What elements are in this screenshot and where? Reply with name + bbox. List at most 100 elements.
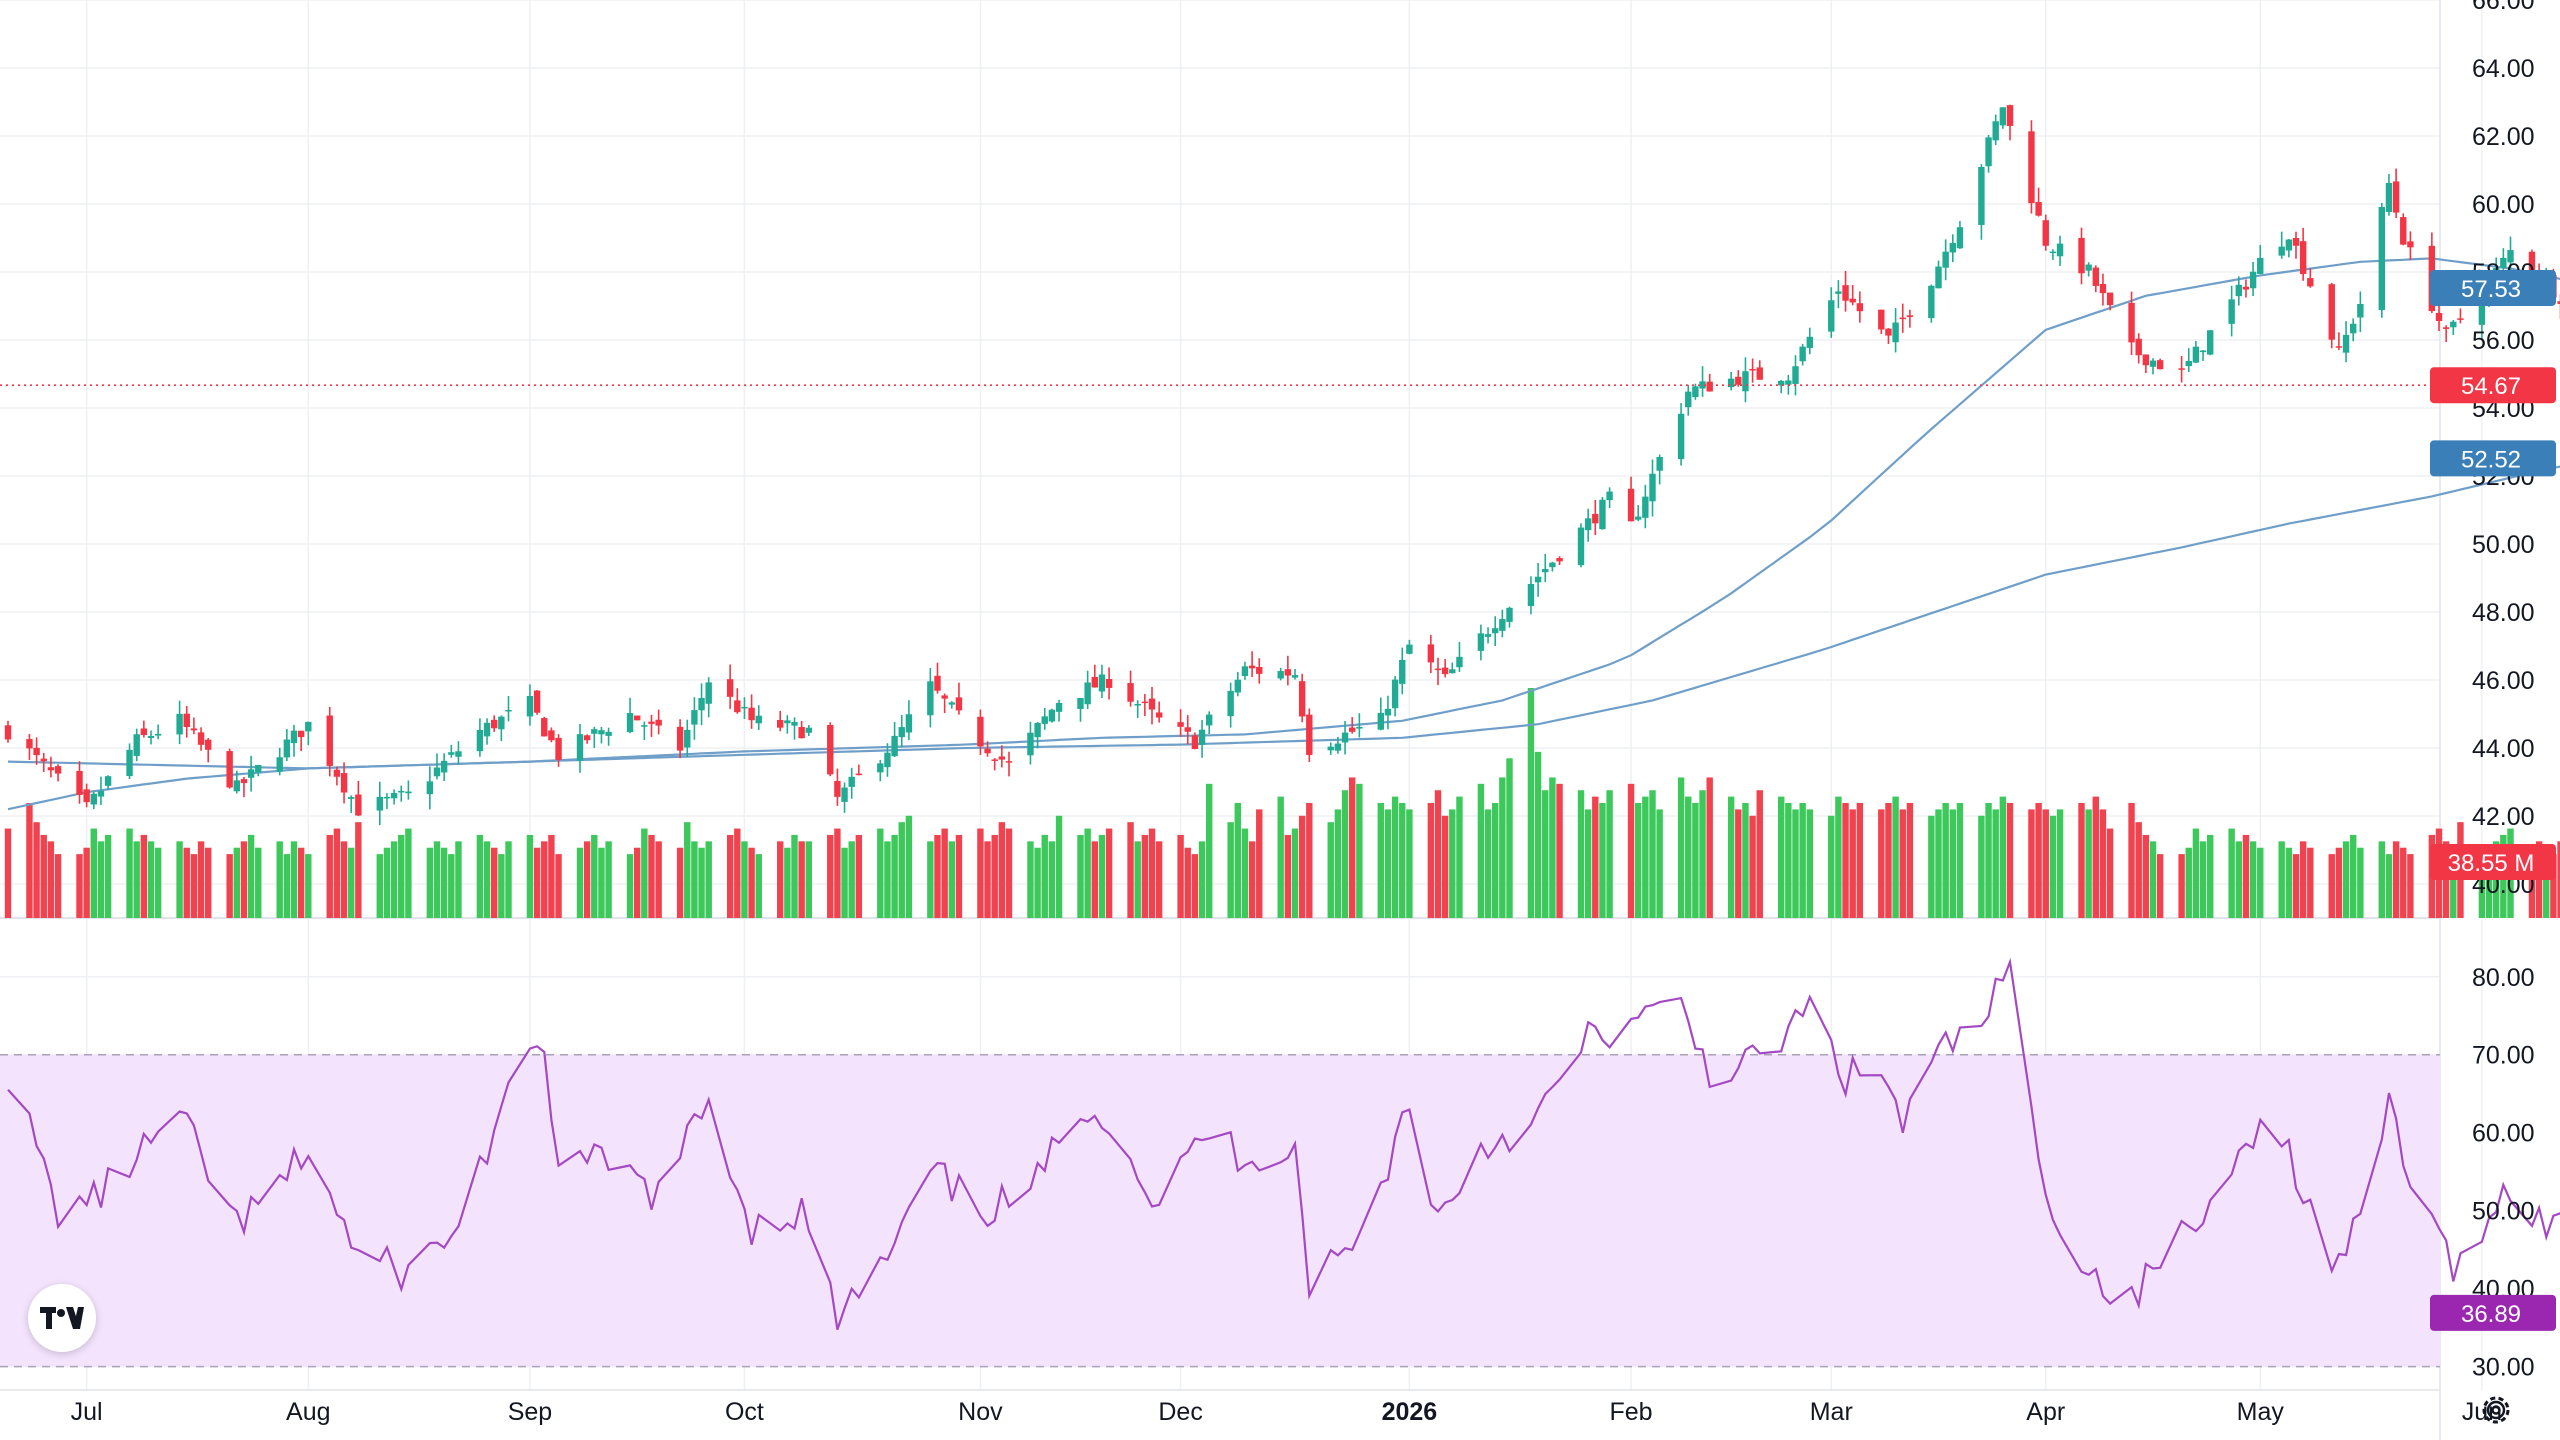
candle-body [448,752,455,755]
volume-bar [2078,803,2085,918]
candle-body [2128,302,2135,343]
volume-bar [741,841,748,918]
candle-body [154,733,162,736]
candle-body [290,730,298,744]
candle-body [834,780,841,797]
candle-body [405,791,412,794]
volume-bar [140,834,148,918]
volume-bar [1177,834,1184,918]
volume-bar [491,847,498,918]
settings-gear-icon[interactable] [2478,1392,2514,1428]
volume-bar [1341,790,1349,918]
candle-body [848,776,855,787]
candle-body [1084,682,1091,705]
volume-bar [1635,803,1642,918]
volume-bar [2192,828,2200,918]
volume-bar [777,841,784,918]
volume-bar [2400,847,2407,918]
volume-bar [1778,796,1785,918]
volume-bar [984,841,991,918]
volume-bar [1077,834,1084,918]
axes: 40.0042.0044.0046.0048.0050.0052.0054.00… [71,0,2535,1426]
candle-body [2507,250,2514,263]
ma-fast-line [7,257,2560,811]
candle-body [1141,701,1149,704]
rsi-line [7,957,2560,1330]
candle-body [1127,683,1134,702]
volume-bar [1027,841,1034,918]
volume-bar [2049,815,2057,918]
volume-bar [898,822,905,918]
candle-body [104,776,112,786]
volume-bar [705,841,712,918]
volume-bar [2328,854,2335,918]
candle-body [648,721,655,724]
candle-body [247,769,255,778]
candle-body [1155,712,1163,718]
candle-body [748,707,755,721]
volume-bar [2350,834,2357,918]
candle-body [2257,257,2264,274]
volume-bar [1727,796,1735,918]
candle-body [1356,726,1363,729]
volume-bar [1985,803,1992,918]
volume-bar [1828,815,1835,918]
candle-body [40,758,47,762]
ma-slow-tag-bg [2430,440,2556,477]
candle-body [655,719,662,726]
volume-bar [1627,783,1635,918]
volume-bar [1399,803,1406,918]
volume-bar [2099,809,2107,918]
candle-body [1756,367,1763,380]
candle-body [598,730,605,735]
candle-body [2249,271,2257,289]
volume-bar [297,847,305,918]
volume-bar [2149,841,2157,918]
volume-bar [483,841,491,918]
volume-bar [583,841,591,918]
volume-bar [1599,803,1606,918]
candle-body [1034,722,1041,738]
volume-bar [1785,803,1792,918]
volume-bar [2156,854,2164,918]
volume-bar [1992,809,1999,918]
candle-body [2056,243,2064,257]
candle-body [1399,659,1406,684]
volume-bar [805,841,812,918]
candle-body [605,731,612,736]
volume-bar [1999,796,2007,918]
candle-body [977,716,984,747]
candle-body [1334,743,1342,751]
candle-body [2149,360,2157,367]
candle-body [583,735,591,741]
volume-bar [1477,783,1485,918]
candle-body [1456,656,1463,668]
volume-bar [1885,803,1892,918]
tradingview-logo-icon[interactable] [28,1284,96,1352]
volume-bar [190,854,198,918]
volume-bar [2185,847,2192,918]
volume-bar [734,828,741,918]
candle-body [1692,386,1699,398]
candle-body [197,732,205,745]
candle-body [2307,278,2314,287]
candle-body [2385,182,2393,213]
candle-body [1427,644,1435,663]
volume-bar [948,841,955,918]
candle-body [1191,735,1199,749]
candle-body [2328,284,2335,340]
volume-bar [648,834,655,918]
volume-bar [2056,809,2064,918]
volume-bar [1248,841,1256,918]
volume-bar [698,847,705,918]
candle-body [641,725,648,727]
price-tick-label: 42.00 [2472,803,2535,831]
rsi-band-fill [0,1054,2440,1367]
candle-body [455,751,462,757]
candle-body [2135,338,2142,356]
volume-bar [197,841,205,918]
ma-fast-tag: 57.53 [2461,276,2521,303]
volume-bar [1234,803,1241,918]
volume-bar [1706,777,1713,918]
